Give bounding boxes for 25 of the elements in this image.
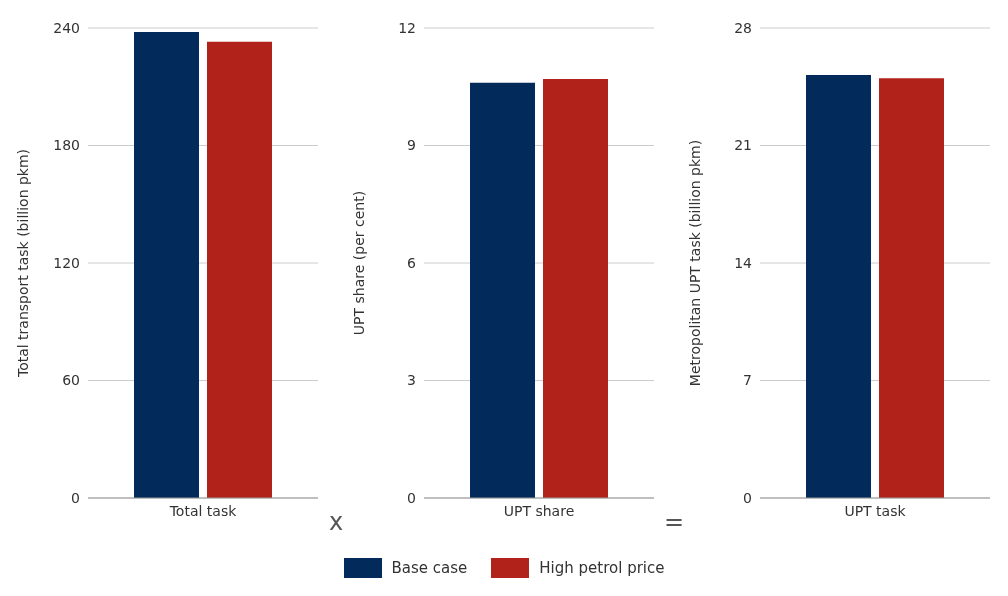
y-tick-label: 0 (743, 489, 752, 506)
y-tick-label: 180 (53, 137, 80, 154)
y-axis-title: Metropolitan UPT task (billion pkm) (686, 139, 703, 387)
y-tick-label: 3 (407, 372, 416, 389)
y-axis-title: Total transport task (billion pkm) (14, 148, 31, 379)
y-tick-label: 28 (734, 19, 752, 36)
y-tick-label: 240 (53, 19, 80, 36)
y-tick-label: 9 (407, 137, 416, 154)
y-tick-label: 0 (71, 489, 80, 506)
y-tick-label: 60 (62, 372, 80, 389)
text: x (328, 507, 344, 536)
y-tick-label: 7 (743, 372, 752, 389)
x-tick-label: UPT share (503, 502, 575, 519)
y-tick-label: 14 (734, 254, 753, 271)
y-tick-label: 12 (398, 19, 416, 36)
x-tick-label: UPT task (844, 502, 907, 519)
y-axis-title: UPT share (per cent) (350, 190, 367, 336)
y-tick-label: 120 (53, 254, 80, 271)
legend-label: High petrol price (539, 559, 665, 577)
legend-label: Base case (391, 559, 468, 577)
text: = (664, 507, 685, 536)
x-tick-label: Total task (168, 502, 238, 519)
y-tick-label: 6 (407, 254, 417, 271)
y-tick-label: 0 (407, 489, 416, 506)
y-tick-label: 21 (734, 137, 752, 154)
